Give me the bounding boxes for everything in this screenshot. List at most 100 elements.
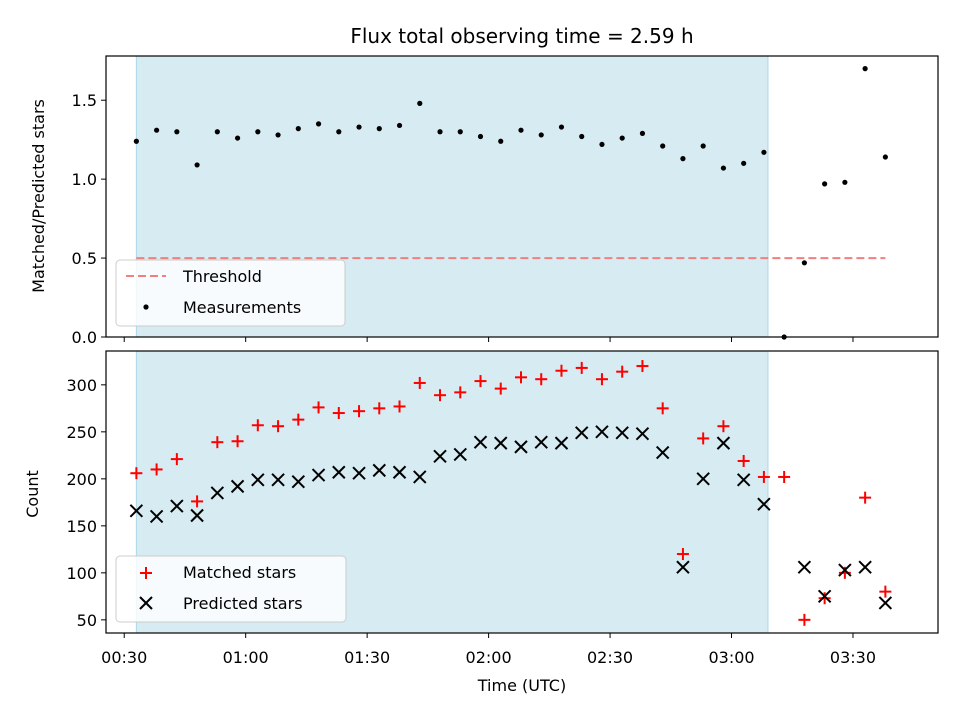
predicted-star-point <box>817 589 832 604</box>
predicted-star-point <box>311 468 326 482</box>
x-tick-label: 02:30 <box>587 648 633 667</box>
matched-star-point <box>676 548 689 561</box>
predicted-star-point <box>251 473 265 487</box>
count-panel-frame <box>105 350 939 634</box>
predicted-star-point <box>372 463 386 478</box>
count-panel: 50 100 150 200 250 300 00:30 01:00 01:30 02:00 02… <box>23 350 939 695</box>
predicted-star-point <box>129 504 144 518</box>
predicted-star-point <box>595 425 609 439</box>
x-tick-label: 01:30 <box>344 648 390 667</box>
x-tick-label: 00:30 <box>101 648 147 667</box>
measurement-point <box>680 156 686 162</box>
predicted-star-point <box>210 486 225 500</box>
matched-star-point <box>697 432 710 445</box>
measurement-point <box>234 135 241 141</box>
x-tick-label: 02:00 <box>466 648 512 667</box>
y-tick-label: 100 <box>66 564 97 583</box>
matched-star-point <box>737 454 750 467</box>
measurement-point <box>862 66 868 72</box>
measurement-point <box>275 132 281 138</box>
predicted-star-point <box>149 509 164 524</box>
measurement-point <box>700 143 706 149</box>
measurement-point <box>255 129 261 135</box>
predicted-star-point <box>473 435 488 449</box>
predicted-star-point <box>757 497 771 511</box>
matched-star-point <box>211 436 224 449</box>
predicted-star-point <box>453 447 467 462</box>
measurement-point <box>639 130 646 136</box>
predicted-star-point <box>190 508 204 523</box>
x-tick-label: 03:30 <box>830 648 876 667</box>
measurement-point <box>154 127 160 133</box>
measurement-point <box>174 129 180 135</box>
measurement-point <box>741 160 747 166</box>
ratio-legend: Threshold Measurements <box>115 259 346 327</box>
matched-star-point <box>717 420 730 433</box>
y-tick-label: 1.5 <box>72 91 97 110</box>
predicted-star-point <box>170 499 184 513</box>
measurement-point <box>720 165 727 171</box>
measurement-point <box>558 124 565 130</box>
legend-predicted-label: Predicted stars <box>183 594 303 613</box>
measurement-point <box>518 127 524 133</box>
predicted-star-point <box>413 470 427 484</box>
matched-star-point <box>292 413 305 426</box>
legend-threshold-label: Threshold <box>182 267 262 286</box>
matched-star-point <box>778 470 791 483</box>
predicted-star-point <box>797 560 812 574</box>
y-tick-label: 0.0 <box>72 328 97 347</box>
measurement-point <box>457 129 463 135</box>
measurement-point <box>801 260 807 266</box>
predicted-star-point <box>433 449 447 463</box>
predicted-star-point <box>230 479 245 494</box>
matched-star-point <box>636 360 649 373</box>
legend-measurements-swatch <box>143 304 149 310</box>
matched-star-point <box>413 376 426 389</box>
predicted-star-point <box>696 472 710 486</box>
matched-star-point <box>353 405 366 418</box>
legend-measurements-label: Measurements <box>183 298 301 317</box>
matched-star-point <box>514 371 527 384</box>
measurement-point <box>376 126 382 132</box>
count-y-axis-label: Count <box>23 470 42 518</box>
predicted-star-point <box>332 465 346 479</box>
measurement-point <box>396 122 403 129</box>
matched-star-point <box>535 373 548 386</box>
measurement-point <box>882 154 888 160</box>
y-tick-label: 0.5 <box>72 249 97 268</box>
measurement-point <box>214 129 220 135</box>
measurement-point <box>842 179 848 185</box>
predicted-star-point <box>878 596 893 610</box>
predicted-star-point <box>716 436 731 450</box>
measurement-point <box>619 135 625 141</box>
predicted-star-point <box>838 563 852 577</box>
predicted-star-point <box>554 436 569 450</box>
matched-star-point <box>454 386 467 399</box>
matched-star-point <box>757 470 770 483</box>
predicted-star-point <box>615 426 629 440</box>
matched-star-point <box>595 373 608 386</box>
matched-star-point <box>555 364 568 377</box>
matched-star-point <box>393 400 406 413</box>
matched-star-point <box>251 419 264 432</box>
y-tick-label: 200 <box>66 470 97 489</box>
matched-star-point <box>494 382 507 395</box>
measurement-point <box>660 143 666 149</box>
matched-star-point <box>879 585 892 598</box>
measurement-point <box>599 141 605 148</box>
matched-star-point <box>474 375 487 388</box>
matched-star-point <box>150 463 163 476</box>
predicted-star-point <box>676 560 690 574</box>
y-tick-label: 150 <box>66 517 97 536</box>
predicted-star-point <box>534 435 548 449</box>
ratio-panel: 0.0 0.5 1.0 1.5 Matched/Predicted stars Thr… <box>29 55 939 347</box>
predicted-star-point <box>514 440 528 454</box>
measurement-point <box>417 100 423 106</box>
y-tick-label: 250 <box>66 423 97 442</box>
measurement-point <box>538 132 544 138</box>
y-tick-label: 1.0 <box>72 170 97 189</box>
measurement-point <box>315 121 322 127</box>
predicted-star-point <box>392 465 407 479</box>
predicted-star-point <box>736 473 751 487</box>
